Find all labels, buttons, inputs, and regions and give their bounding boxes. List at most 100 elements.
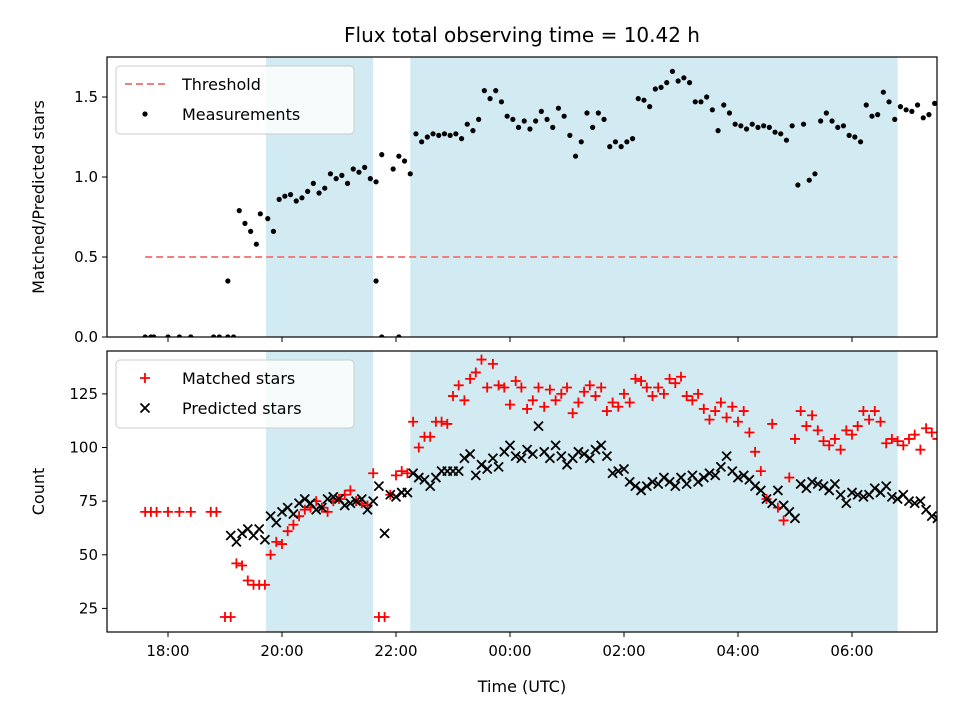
y-tick-label: 50 bbox=[79, 546, 98, 564]
y-tick-label: 125 bbox=[69, 385, 98, 403]
x-axis-label: Time (UTC) bbox=[477, 677, 566, 696]
measurement-point bbox=[447, 132, 453, 138]
measurement-point bbox=[424, 134, 430, 140]
measurement-point bbox=[216, 334, 222, 337]
measurement-point bbox=[567, 132, 573, 138]
measurement-point bbox=[624, 139, 630, 145]
y-tick-label: 0.5 bbox=[74, 248, 98, 266]
measurement-point bbox=[305, 188, 311, 194]
matched-star-point bbox=[573, 397, 584, 408]
matched-star-point bbox=[950, 483, 960, 493]
measurement-point bbox=[863, 102, 869, 108]
matched-star-point bbox=[938, 468, 948, 478]
predicted-star-point bbox=[755, 485, 766, 496]
matched-star-point bbox=[259, 579, 270, 590]
predicted-star-point bbox=[841, 498, 852, 509]
matched-star-point bbox=[442, 418, 453, 429]
measurement-point bbox=[367, 176, 373, 182]
measurement-point bbox=[835, 124, 841, 130]
predicted-star-point bbox=[316, 502, 328, 513]
matched-star-point bbox=[151, 506, 162, 517]
measurement-point bbox=[692, 99, 698, 105]
matched-star-point bbox=[858, 406, 869, 417]
y-axis-label: Matched/Predicted stars bbox=[29, 100, 48, 294]
predicted-star-point bbox=[368, 496, 379, 507]
axes-frame bbox=[106, 56, 938, 338]
measurement-point bbox=[795, 182, 801, 188]
measurement-point bbox=[823, 110, 829, 116]
matched-star-point bbox=[670, 378, 681, 389]
measurement-point bbox=[458, 136, 465, 142]
matched-star-point bbox=[886, 433, 897, 444]
measurement-point bbox=[248, 228, 254, 234]
predicted-star-point bbox=[915, 496, 926, 507]
matched-star-point bbox=[790, 433, 800, 444]
predicted-star-point bbox=[407, 468, 419, 479]
predicted-star-point bbox=[487, 453, 499, 464]
measurement-point bbox=[749, 121, 755, 127]
measurement-point bbox=[350, 166, 356, 172]
measurement-point bbox=[287, 192, 294, 198]
measurement-point bbox=[538, 108, 544, 114]
matched-star-point bbox=[505, 399, 515, 410]
measurement-point bbox=[470, 128, 476, 134]
measurement-point bbox=[607, 144, 613, 150]
matched-star-point bbox=[465, 373, 476, 384]
measurement-point bbox=[142, 334, 148, 337]
measurement-point bbox=[698, 99, 704, 105]
measurement-point bbox=[498, 99, 505, 105]
matched-star-point bbox=[225, 611, 236, 622]
measurement-point bbox=[487, 96, 493, 102]
measurement-point bbox=[527, 126, 533, 132]
matched-star-point bbox=[733, 416, 743, 427]
y-tick-label: 0.0 bbox=[74, 328, 98, 346]
predicted-star-point bbox=[698, 472, 709, 483]
predicted-star-point bbox=[521, 444, 533, 455]
matched-star-point bbox=[841, 425, 852, 436]
legend-label: Predicted stars bbox=[182, 399, 302, 418]
matched-star-point bbox=[556, 388, 567, 399]
predicted-star-point bbox=[453, 465, 464, 477]
predicted-star-point bbox=[345, 498, 356, 509]
legend-matched-marker bbox=[140, 373, 150, 383]
measurement-point bbox=[686, 80, 693, 86]
measurement-point bbox=[892, 116, 898, 122]
measurement-point bbox=[464, 121, 470, 127]
legend-measurement-marker bbox=[142, 111, 148, 117]
measurement-point bbox=[880, 89, 886, 95]
measurement-point bbox=[322, 185, 328, 191]
predicted-star-point bbox=[950, 550, 959, 559]
matched-star-point bbox=[237, 560, 248, 571]
matched-star-point bbox=[277, 539, 287, 550]
measurement-point bbox=[572, 153, 579, 159]
predicted-star-point bbox=[231, 536, 242, 548]
measurement-point bbox=[236, 208, 242, 214]
predicted-star-point bbox=[846, 487, 858, 498]
measurement-point bbox=[578, 139, 584, 145]
predicted-star-point bbox=[956, 580, 960, 589]
predicted-star-point bbox=[259, 534, 271, 545]
predicted-star-point bbox=[704, 468, 715, 479]
matched-star-point bbox=[653, 382, 664, 393]
matched-star-point bbox=[448, 391, 458, 402]
measurement-point bbox=[333, 176, 339, 182]
measurement-point bbox=[675, 78, 681, 84]
predicted-star-point bbox=[236, 528, 248, 539]
measurement-point bbox=[875, 112, 881, 118]
matched-star-point bbox=[795, 406, 806, 417]
predicted-star-point bbox=[738, 470, 749, 481]
matched-star-point bbox=[647, 391, 658, 402]
matched-star-point bbox=[544, 384, 555, 395]
predicted-star-point bbox=[293, 498, 305, 509]
matched-star-point bbox=[211, 506, 222, 517]
measurement-point bbox=[681, 75, 687, 81]
matched-star-point bbox=[527, 395, 538, 406]
predicted-star-point bbox=[425, 481, 436, 492]
legend: Matched stars Predicted stars bbox=[115, 359, 355, 429]
predicted-star-point bbox=[533, 420, 544, 432]
measurement-point bbox=[590, 124, 596, 130]
measurement-point bbox=[230, 334, 237, 337]
measurement-point bbox=[225, 334, 231, 337]
measurement-point bbox=[151, 334, 157, 337]
measurement-point bbox=[743, 126, 750, 132]
